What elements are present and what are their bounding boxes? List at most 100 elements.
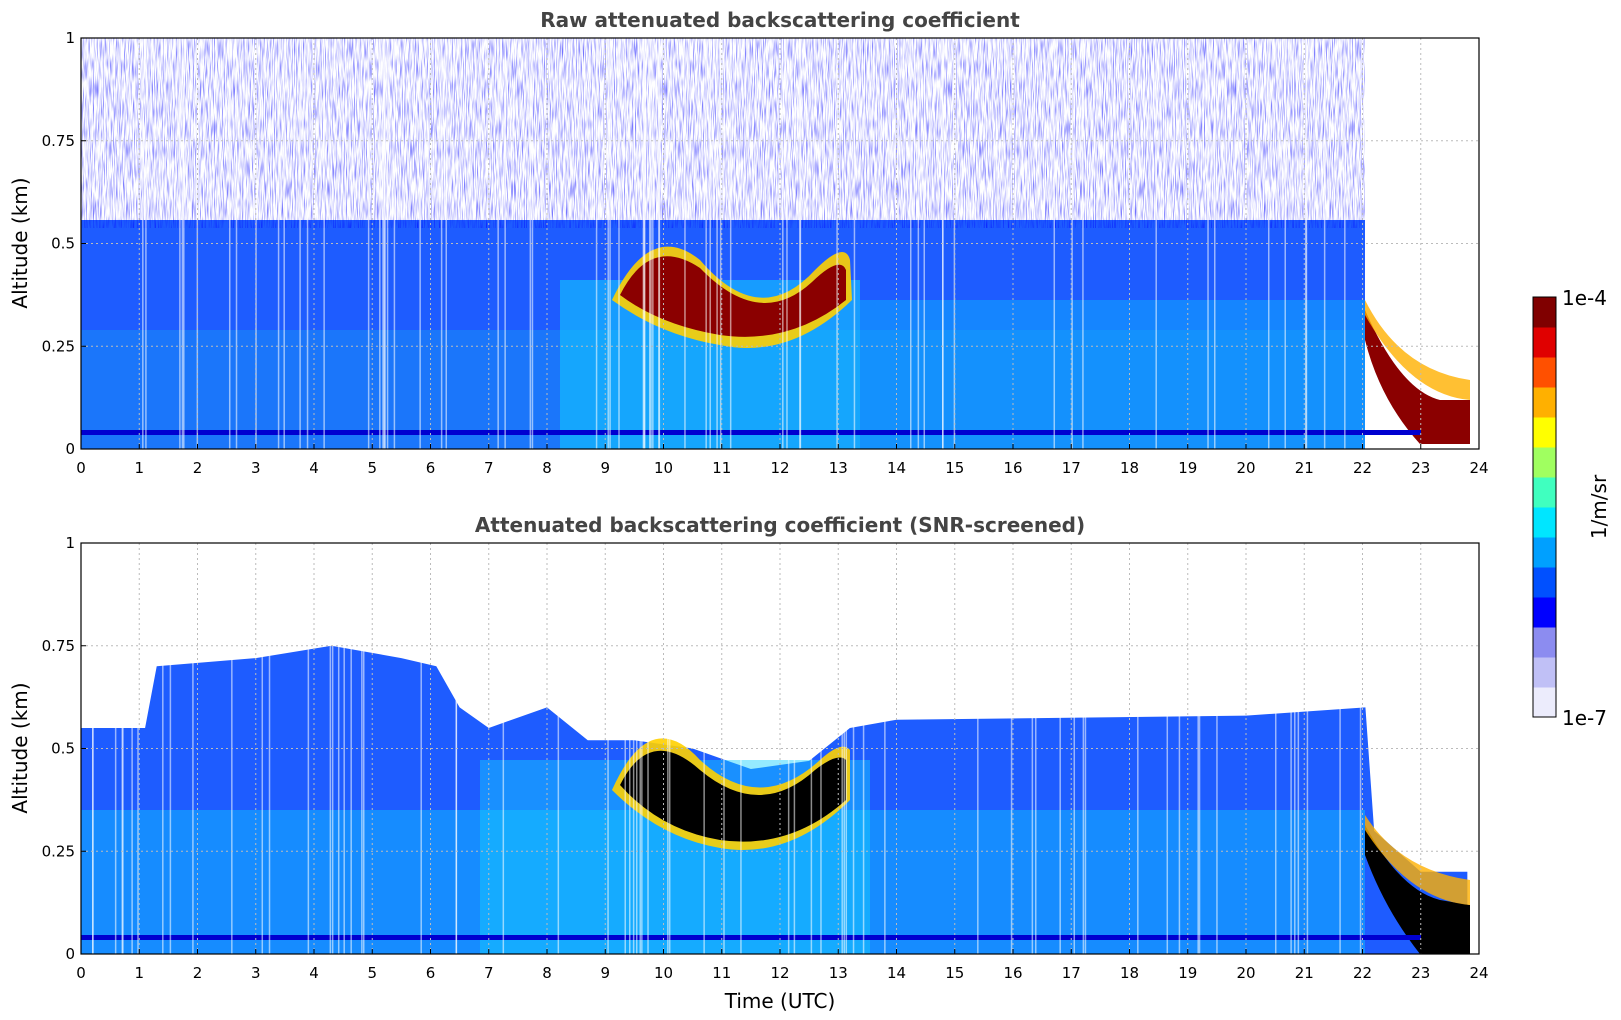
dropout-stripe bbox=[703, 543, 705, 954]
colorbar-step bbox=[1533, 627, 1556, 658]
dropout-stripe bbox=[1197, 543, 1199, 954]
dropout-stripe bbox=[384, 38, 386, 449]
dropout-stripe bbox=[628, 543, 631, 954]
dropout-stripe bbox=[1207, 38, 1209, 449]
dropout-stripe bbox=[1073, 543, 1076, 954]
x-tick-label: 17 bbox=[1062, 459, 1081, 477]
x-tick-label: 24 bbox=[1469, 459, 1488, 477]
dropout-stripe bbox=[419, 38, 421, 449]
colorbar-step bbox=[1533, 567, 1556, 598]
colorbar-step bbox=[1533, 357, 1556, 388]
colorbar-step bbox=[1533, 687, 1556, 718]
dropout-stripe bbox=[145, 38, 147, 449]
x-tick-label: 9 bbox=[600, 459, 610, 477]
x-tick-label: 0 bbox=[76, 964, 86, 982]
dropout-stripe bbox=[1284, 38, 1286, 449]
panel-raw: Raw attenuated backscattering coefficien… bbox=[8, 8, 1489, 477]
x-tick-label: 20 bbox=[1236, 459, 1255, 477]
dropout-stripe bbox=[497, 38, 499, 449]
dropout-stripe bbox=[709, 38, 711, 449]
dropout-stripe bbox=[862, 543, 865, 954]
dropout-stripe bbox=[1267, 38, 1270, 449]
dropout-stripe bbox=[917, 38, 920, 449]
dropout-stripe bbox=[307, 543, 310, 954]
x-tick-label: 13 bbox=[829, 964, 848, 982]
colorbar-scale bbox=[1533, 297, 1556, 718]
dropout-stripe bbox=[1053, 38, 1056, 449]
colorbar-min-label: 1e-7 bbox=[1562, 706, 1607, 730]
x-tick-label: 20 bbox=[1236, 964, 1255, 982]
panel-raw-title: Raw attenuated backscattering coefficien… bbox=[540, 8, 1020, 32]
dropout-stripe bbox=[1214, 38, 1216, 449]
dropout-stripe bbox=[529, 38, 532, 449]
dropout-stripe bbox=[299, 38, 301, 449]
panel-screened-ylabel: Altitude (km) bbox=[8, 682, 32, 813]
dropout-stripe bbox=[1297, 543, 1300, 954]
x-tick-label: 13 bbox=[829, 459, 848, 477]
dropout-stripe bbox=[1198, 543, 1201, 954]
colorbar-step bbox=[1533, 507, 1556, 538]
x-tick-label: 24 bbox=[1469, 964, 1488, 982]
dropout-stripe bbox=[1178, 543, 1181, 954]
dropout-stripe bbox=[557, 543, 560, 954]
dropout-stripe bbox=[852, 543, 855, 954]
y-tick-label: 0.5 bbox=[51, 235, 75, 253]
x-tick-label: 11 bbox=[712, 964, 731, 982]
dropout-stripe bbox=[1035, 543, 1037, 954]
dropout-stripe bbox=[323, 38, 325, 449]
dropout-stripe bbox=[283, 38, 285, 449]
dropout-stripe bbox=[169, 543, 172, 954]
y-tick-label: 0.75 bbox=[42, 132, 75, 150]
raw-descending-cloud bbox=[1365, 310, 1470, 444]
dropout-stripe bbox=[379, 38, 381, 449]
dropout-stripe bbox=[343, 543, 345, 954]
x-tick-label: 2 bbox=[193, 964, 203, 982]
x-tick-label: 5 bbox=[367, 964, 377, 982]
x-tick-label: 0 bbox=[76, 459, 86, 477]
dropout-stripe bbox=[268, 543, 271, 954]
dropout-stripe bbox=[367, 38, 370, 449]
y-tick-label: 0.75 bbox=[42, 637, 75, 655]
raw-late-bright bbox=[860, 300, 1365, 449]
colorbar-frame bbox=[1532, 296, 1557, 718]
colorbar-step bbox=[1533, 297, 1556, 328]
x-tick-label: 11 bbox=[712, 459, 731, 477]
x-tick-label: 21 bbox=[1295, 964, 1314, 982]
x-tick-label: 7 bbox=[484, 964, 494, 982]
colorbar-unit-label: 1/m/sr bbox=[1587, 474, 1611, 539]
dropout-stripe bbox=[793, 543, 796, 954]
x-tick-label: 18 bbox=[1120, 964, 1139, 982]
y-tick-label: 1 bbox=[65, 534, 75, 552]
x-tick-label: 22 bbox=[1353, 459, 1372, 477]
x-tick-label: 23 bbox=[1411, 459, 1430, 477]
panel-raw-grid bbox=[81, 38, 1479, 449]
dropout-stripe bbox=[504, 38, 506, 449]
dropout-stripe bbox=[502, 543, 505, 954]
y-tick-label: 0.5 bbox=[51, 740, 75, 758]
y-tick-label: 1 bbox=[65, 29, 75, 47]
dropout-stripe bbox=[632, 543, 635, 954]
panel-raw-plot-area bbox=[81, 38, 1470, 449]
y-tick-label: 0 bbox=[65, 945, 75, 963]
x-tick-label: 10 bbox=[654, 964, 673, 982]
y-tick-label: 0.25 bbox=[42, 337, 75, 355]
screened-surface-band bbox=[81, 935, 1421, 940]
screened-cloud-core bbox=[620, 750, 846, 842]
colorbar-step bbox=[1533, 537, 1556, 568]
dropout-stripe bbox=[1294, 543, 1296, 954]
dropout-stripe bbox=[1359, 543, 1362, 954]
dropout-stripe bbox=[1274, 543, 1277, 954]
dropout-stripe bbox=[740, 543, 742, 954]
dropout-stripe bbox=[393, 38, 396, 449]
colorbar-step bbox=[1533, 597, 1556, 628]
dropout-stripe bbox=[382, 38, 384, 449]
panel-screened-plot-area bbox=[81, 543, 1470, 954]
x-tick-label: 2 bbox=[193, 459, 203, 477]
dropout-stripe bbox=[1059, 543, 1061, 954]
dropout-stripe bbox=[607, 543, 609, 954]
dropout-stripe bbox=[799, 38, 801, 449]
raw-cloud-core bbox=[620, 256, 846, 337]
x-tick-label: 21 bbox=[1295, 459, 1314, 477]
x-tick-label: 14 bbox=[887, 964, 906, 982]
